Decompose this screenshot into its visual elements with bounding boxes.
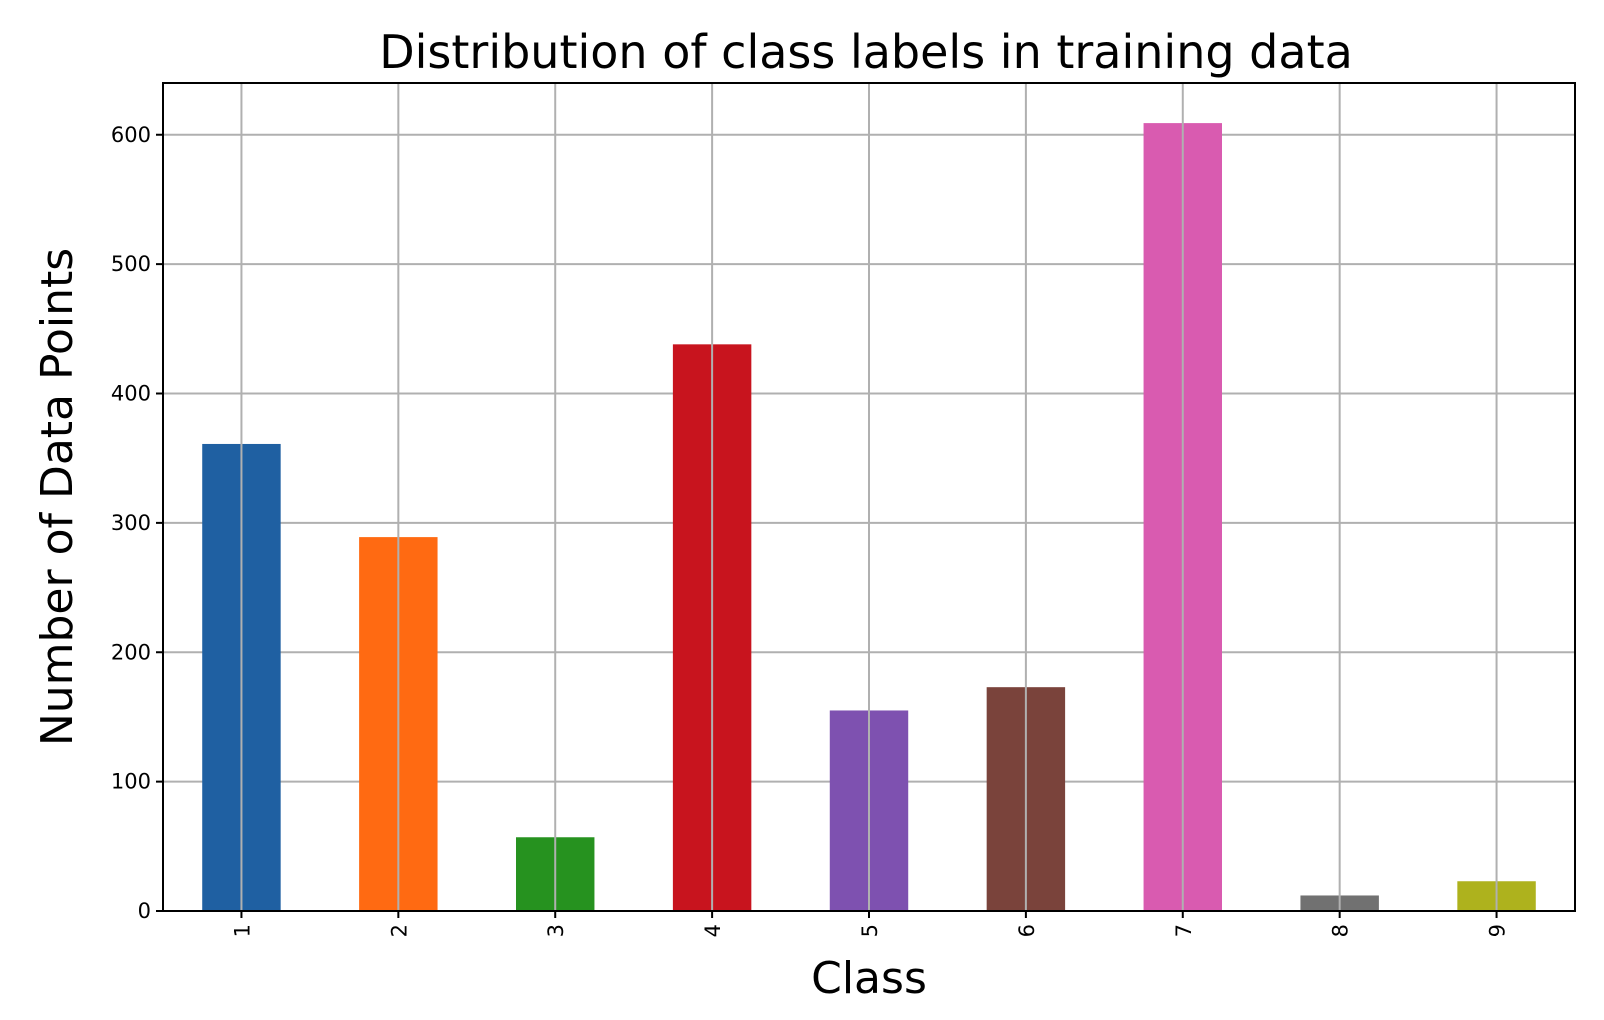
x-tick-label: 1 [230,924,254,937]
x-axis-label: Class [811,953,927,1004]
x-tick-label: 3 [544,924,568,937]
y-axis-label: Number of Data Points [32,248,83,746]
y-tick-label: 200 [111,640,151,664]
x-tick-label: 5 [858,924,882,937]
y-tick-label: 0 [138,899,151,923]
y-tick-label: 100 [111,770,151,794]
x-tick-label: 4 [701,924,725,937]
x-tick-label: 6 [1015,924,1039,937]
x-tick-label: 8 [1329,924,1353,937]
vertical-grid [240,83,1498,911]
y-tick-label: 500 [111,252,151,276]
x-axis-ticks: 1 2 3 4 5 6 7 8 9 [230,911,1510,937]
x-tick-label: 2 [387,924,411,937]
chart-title: Distribution of class labels in training… [379,25,1353,79]
x-tick-label: 7 [1172,924,1196,937]
x-tick-label: 9 [1486,924,1510,937]
y-tick-label: 600 [111,123,151,147]
y-axis-ticks: 0 100 200 300 400 500 600 [111,123,163,923]
y-tick-label: 400 [111,382,151,406]
y-tick-label: 300 [111,511,151,535]
